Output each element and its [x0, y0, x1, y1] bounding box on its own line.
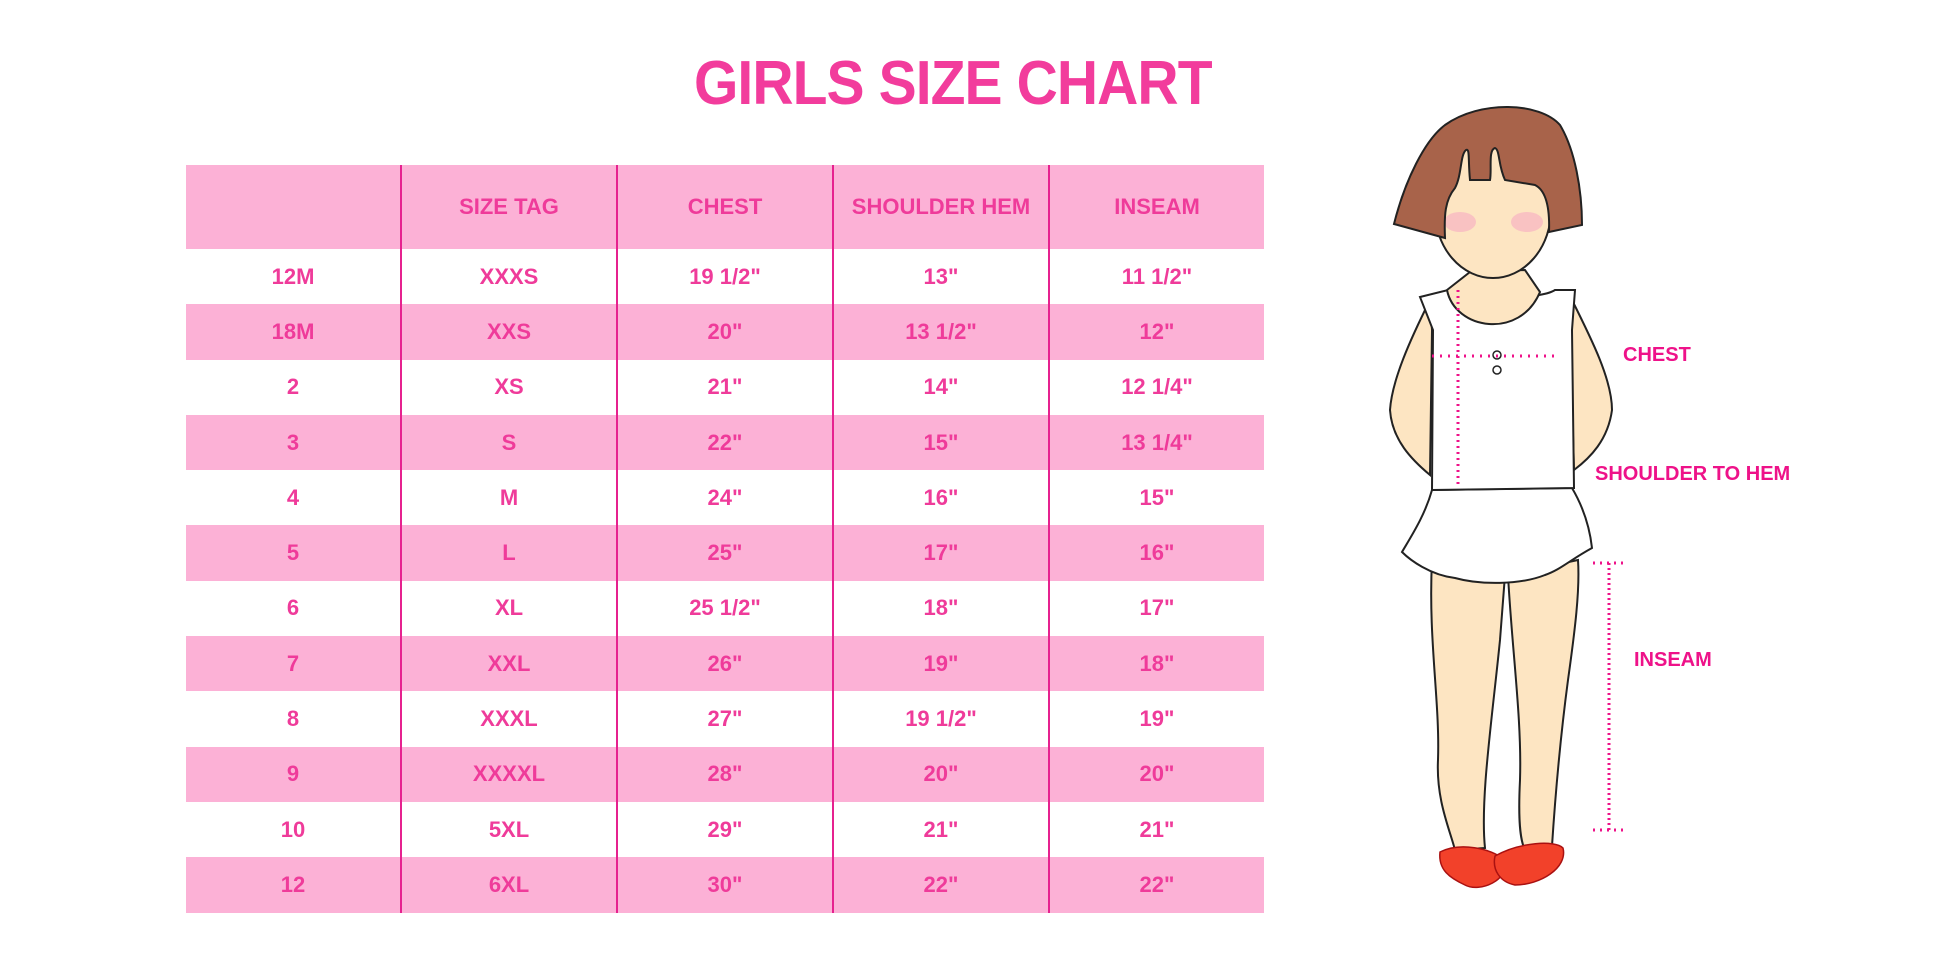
table-row: 12M XXXS 19 1/2" 13" 11 1/2" — [186, 249, 1264, 305]
table-cell: 20" — [616, 304, 833, 360]
table-cell: 13" — [832, 249, 1049, 305]
page-title: GIRLS SIZE CHART — [693, 49, 1213, 118]
table-cell: 22" — [616, 414, 833, 471]
table-row: 8 XXXL 27" 19 1/2" 19" — [186, 691, 1264, 747]
table-cell: M — [400, 470, 617, 526]
table-cell: 25" — [616, 525, 833, 581]
table-cell: 17" — [1048, 580, 1264, 637]
table-cell: 13 1/4" — [1048, 414, 1264, 471]
table-cell: XXS — [400, 304, 617, 360]
table-cell: XXL — [400, 636, 617, 692]
table-cell: 12M — [271, 263, 315, 289]
table-row: 10 5XL 29" 21" 21" — [186, 801, 1264, 858]
table-cell: 16" — [832, 470, 1049, 526]
table-cell: 4 — [286, 484, 300, 510]
table-cell: 3 — [186, 414, 401, 471]
inseam-label: INSEAM — [1634, 649, 1712, 671]
column-header: INSEAM — [1048, 165, 1264, 249]
column-header: SIZE TAG — [400, 165, 617, 249]
table-cell: 9 — [186, 746, 401, 802]
chest-label: CHEST — [1623, 344, 1691, 366]
cheek — [1511, 212, 1543, 232]
table-cell: 22" — [832, 857, 1049, 913]
left-leg — [1430, 558, 1507, 852]
table-cell: 12 — [186, 857, 401, 913]
table-cell: 6 — [286, 595, 300, 621]
table-row: 4 M 24" 16" 15" — [186, 470, 1264, 526]
table-cell: 10 — [280, 816, 306, 842]
table-row: 3 S 22" 15" 13 1/4" — [186, 414, 1264, 471]
table-cell: 12 1/4" — [1048, 359, 1264, 415]
column-header: SHOULDER HEM — [832, 165, 1049, 249]
skirt-ruffle — [1400, 486, 1594, 584]
table-row: 6 XL 25 1/2" 18" 17" — [186, 580, 1264, 637]
button — [1492, 365, 1502, 375]
table-cell: 12" — [1048, 304, 1264, 360]
table-cell: 6XL — [400, 857, 617, 913]
table-cell: 26" — [616, 636, 833, 692]
table-cell: XS — [400, 359, 617, 415]
table-cell: 19 1/2" — [616, 249, 833, 305]
shoulder-to-hem-label: SHOULDER TO HEM — [1595, 463, 1791, 485]
table-cell: 14" — [832, 359, 1049, 415]
table-cell: S — [400, 414, 617, 471]
table-cell: 21" — [832, 801, 1049, 858]
table-cell: XXXS — [400, 249, 617, 305]
table-cell: XL — [400, 580, 617, 637]
table-cell: 25 1/2" — [616, 580, 833, 637]
right-leg — [1506, 558, 1580, 852]
table-row: 7 XXL 26" 19" 18" — [186, 636, 1264, 692]
table-cell: 21" — [1048, 801, 1264, 858]
table-cell: 20" — [1048, 746, 1264, 802]
table-cell: 7 — [186, 636, 401, 692]
cheek — [1444, 212, 1476, 232]
table-body: 12M XXXS 19 1/2" 13" 11 1/2" 18M XXS 20" 13 1/2"… — [186, 249, 1264, 913]
table-cell: 18" — [832, 580, 1049, 637]
table-cell: XXXXL — [400, 746, 617, 802]
right-shoe — [1493, 842, 1565, 886]
table-cell: 13 1/2" — [832, 304, 1049, 360]
right-arm — [1568, 296, 1614, 472]
hair — [1392, 106, 1584, 240]
table-header-row: SIZE TAG CHEST SHOULDER HEM INSEAM — [186, 165, 1264, 249]
table-cell: 24" — [616, 470, 833, 526]
table-row: 12 6XL 30" 22" 22" — [186, 857, 1264, 913]
table-cell: 18M — [186, 304, 401, 360]
table-row: 18M XXS 20" 13 1/2" 12" — [186, 304, 1264, 360]
table-cell: 8 — [286, 706, 300, 732]
table-cell: 28" — [616, 746, 833, 802]
table-row: 5 L 25" 17" 16" — [186, 525, 1264, 581]
table-cell: 19" — [832, 636, 1049, 692]
table-cell: 27" — [616, 691, 833, 747]
table-row: 9 XXXXL 28" 20" 20" — [186, 746, 1264, 802]
table-cell: 22" — [1048, 857, 1264, 913]
table-cell: 21" — [616, 359, 833, 415]
table-cell: 16" — [1048, 525, 1264, 581]
table-cell: XXXL — [400, 691, 617, 747]
left-arm — [1388, 296, 1434, 478]
table-cell: 15" — [1048, 470, 1264, 526]
left-shoe — [1439, 846, 1507, 889]
table-cell: 18" — [1048, 636, 1264, 692]
table-cell: 5 — [186, 525, 401, 581]
table-cell: 11 1/2" — [1048, 249, 1264, 305]
table-row: 2 XS 21" 14" 12 1/4" — [186, 359, 1264, 415]
table-cell: 19" — [1048, 691, 1264, 747]
size-table: SIZE TAG CHEST SHOULDER HEM INSEAM 12M XXXS 1… — [186, 165, 1264, 913]
column-header — [186, 165, 401, 249]
table-cell: 15" — [832, 414, 1049, 471]
column-header: CHEST — [616, 165, 833, 249]
table-cell: 29" — [616, 801, 833, 858]
table-cell: 2 — [286, 374, 300, 400]
table-cell: L — [400, 525, 617, 581]
table-cell: 20" — [832, 746, 1049, 802]
neckline — [1445, 268, 1542, 326]
table-cell: 30" — [616, 857, 833, 913]
table-cell: 19 1/2" — [832, 691, 1049, 747]
table-cell: 17" — [832, 525, 1049, 581]
table-cell: 5XL — [400, 801, 617, 858]
